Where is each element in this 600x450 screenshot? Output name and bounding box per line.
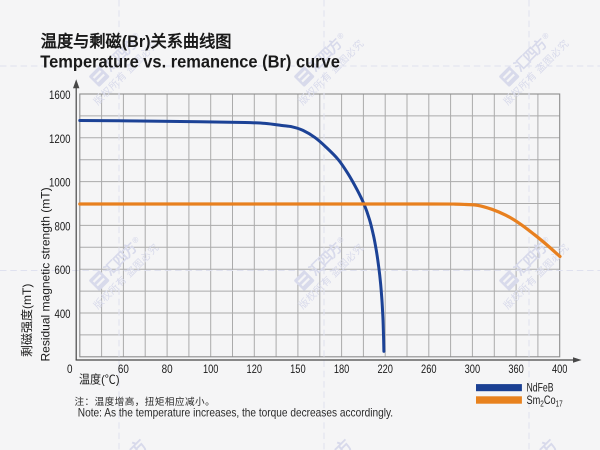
svg-text:1000: 1000: [49, 178, 71, 190]
svg-text:®: ®: [130, 235, 141, 246]
svg-text:温度(℃): 温度(℃): [79, 371, 120, 386]
svg-text:Note: As the temperature incre: Note: As the temperature increases, the …: [78, 407, 393, 420]
svg-text:800: 800: [55, 221, 71, 233]
svg-text:180: 180: [334, 364, 350, 376]
svg-text:温度与剩磁(Br)关系曲线图: 温度与剩磁(Br)关系曲线图: [40, 32, 232, 51]
svg-text:Sm2Co17: Sm2Co17: [527, 395, 563, 409]
svg-text:60: 60: [118, 364, 129, 376]
svg-text:260: 260: [421, 364, 437, 376]
svg-text:Residual magnetic strength (mT: Residual magnetic strength (mT): [39, 187, 53, 361]
svg-text:150: 150: [290, 364, 306, 376]
svg-text:®: ®: [540, 31, 551, 42]
svg-text:400: 400: [552, 364, 568, 376]
svg-text:600: 600: [55, 265, 71, 277]
svg-text:100: 100: [203, 364, 219, 376]
svg-text:®: ®: [540, 235, 551, 246]
svg-text:1600: 1600: [49, 90, 71, 102]
svg-text:®: ®: [335, 31, 346, 42]
svg-text:400: 400: [55, 309, 71, 321]
svg-text:360: 360: [508, 364, 524, 376]
svg-text:0: 0: [67, 364, 73, 376]
svg-text:120: 120: [247, 364, 263, 376]
svg-text:汇四方: 汇四方: [101, 434, 152, 450]
svg-text:汇四方: 汇四方: [511, 434, 562, 450]
svg-text:Temperature vs. remanence (Br): Temperature vs. remanence (Br) curve: [40, 52, 340, 72]
svg-text:80: 80: [162, 364, 173, 376]
svg-text:剩磁强度(mT): 剩磁强度(mT): [19, 284, 34, 357]
svg-text:NdFeB: NdFeB: [527, 382, 554, 394]
svg-text:1200: 1200: [49, 134, 71, 146]
svg-text:®: ®: [335, 235, 346, 246]
svg-text:®: ®: [130, 31, 141, 42]
svg-text:220: 220: [377, 364, 393, 376]
svg-text:300: 300: [465, 364, 481, 376]
svg-text:汇四方: 汇四方: [306, 434, 357, 450]
svg-text:注：温度增高，扭矩相应减小。: 注：温度增高，扭矩相应减小。: [75, 396, 216, 408]
